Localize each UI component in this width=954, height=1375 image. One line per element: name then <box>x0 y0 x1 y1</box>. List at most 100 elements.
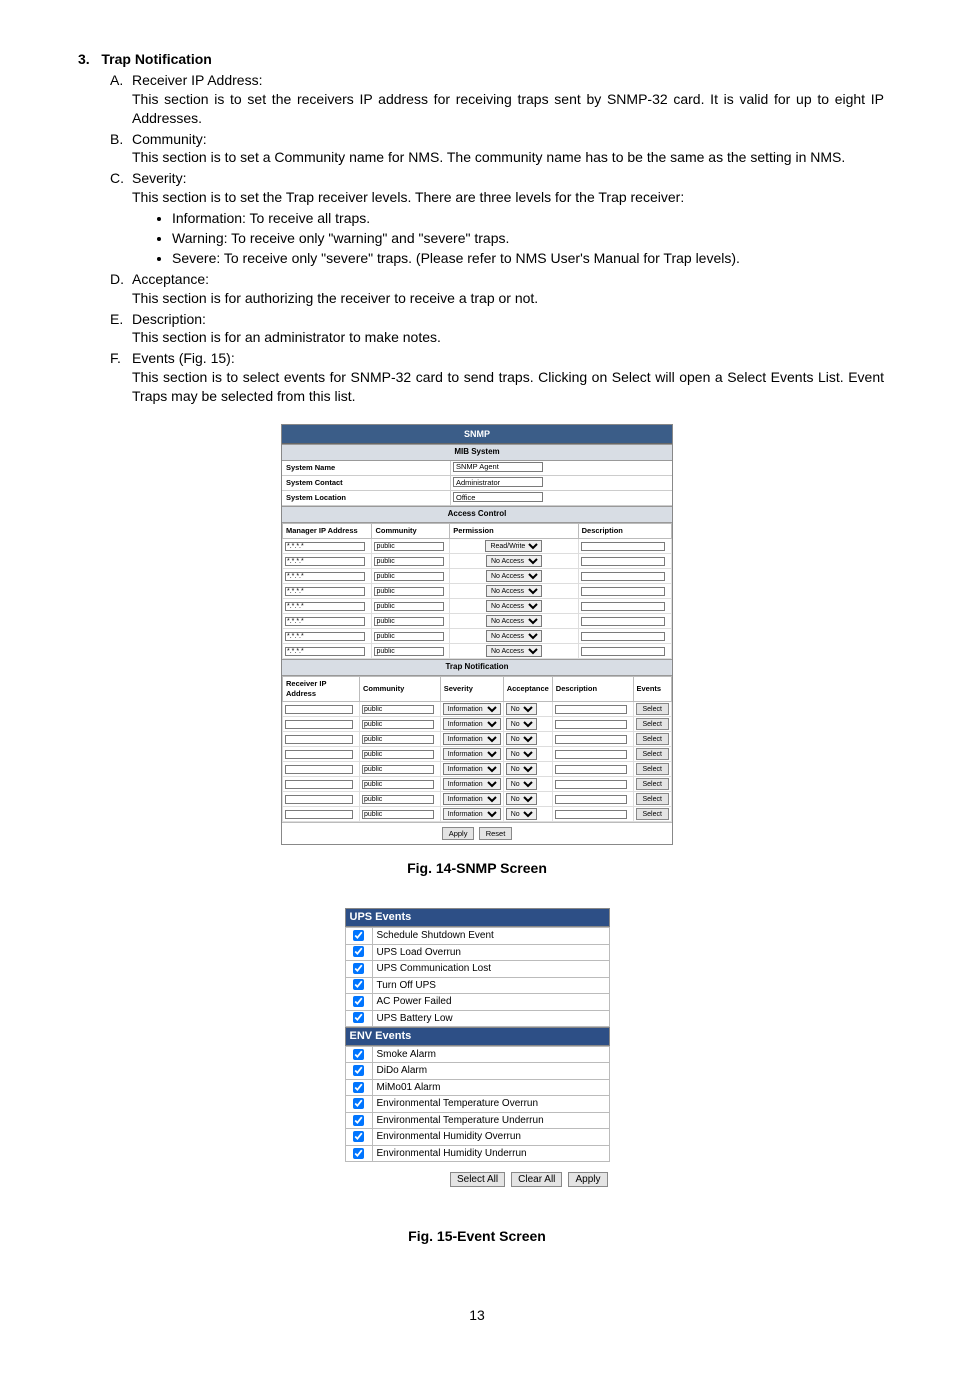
ac-description-input[interactable] <box>581 542 665 551</box>
community-input[interactable] <box>374 647 443 656</box>
ac-description-input[interactable] <box>581 632 665 641</box>
acceptance-select[interactable]: No <box>506 733 537 745</box>
severity-select[interactable]: Information <box>443 793 501 805</box>
select-events-button[interactable]: Select <box>636 748 669 760</box>
receiver-ip-input[interactable] <box>285 750 353 759</box>
community-input[interactable] <box>374 557 443 566</box>
event-checkbox[interactable] <box>353 930 364 941</box>
ac-description-input[interactable] <box>581 602 665 611</box>
event-checkbox[interactable] <box>353 1049 364 1060</box>
acceptance-select[interactable]: No <box>506 808 537 820</box>
trap-description-input[interactable] <box>555 720 627 729</box>
ac-description-input[interactable] <box>581 557 665 566</box>
trap-description-input[interactable] <box>555 780 627 789</box>
severity-select[interactable]: Information <box>443 733 501 745</box>
severity-select[interactable]: Information <box>443 748 501 760</box>
ac-description-input[interactable] <box>581 572 665 581</box>
manager-ip-input[interactable] <box>285 587 365 596</box>
reset-button[interactable]: Reset <box>479 827 513 840</box>
mib-input[interactable] <box>453 462 543 472</box>
acceptance-select[interactable]: No <box>506 763 537 775</box>
select-all-button[interactable]: Select All <box>450 1172 505 1187</box>
trap-community-input[interactable] <box>362 720 434 729</box>
manager-ip-input[interactable] <box>285 557 365 566</box>
trap-description-input[interactable] <box>555 735 627 744</box>
trap-community-input[interactable] <box>362 780 434 789</box>
severity-select[interactable]: Information <box>443 808 501 820</box>
event-checkbox[interactable] <box>353 1012 364 1023</box>
permission-select[interactable]: No Access <box>486 600 542 612</box>
manager-ip-input[interactable] <box>285 632 365 641</box>
manager-ip-input[interactable] <box>285 602 365 611</box>
manager-ip-input[interactable] <box>285 572 365 581</box>
community-input[interactable] <box>374 542 443 551</box>
acceptance-select[interactable]: No <box>506 703 537 715</box>
ac-description-input[interactable] <box>581 587 665 596</box>
acceptance-select[interactable]: No <box>506 793 537 805</box>
receiver-ip-input[interactable] <box>285 765 353 774</box>
permission-select[interactable]: No Access <box>486 615 542 627</box>
receiver-ip-input[interactable] <box>285 720 353 729</box>
community-input[interactable] <box>374 617 443 626</box>
trap-description-input[interactable] <box>555 750 627 759</box>
severity-select[interactable]: Information <box>443 778 501 790</box>
acceptance-select[interactable]: No <box>506 718 537 730</box>
apply-button[interactable]: Apply <box>442 827 475 840</box>
select-events-button[interactable]: Select <box>636 733 669 745</box>
mib-input[interactable] <box>453 477 543 487</box>
ac-description-input[interactable] <box>581 617 665 626</box>
community-input[interactable] <box>374 602 443 611</box>
select-events-button[interactable]: Select <box>636 703 669 715</box>
select-events-button[interactable]: Select <box>636 793 669 805</box>
select-events-button[interactable]: Select <box>636 808 669 820</box>
trap-description-input[interactable] <box>555 795 627 804</box>
manager-ip-input[interactable] <box>285 617 365 626</box>
event-checkbox[interactable] <box>353 1098 364 1109</box>
trap-community-input[interactable] <box>362 735 434 744</box>
event-checkbox[interactable] <box>353 946 364 957</box>
receiver-ip-input[interactable] <box>285 735 353 744</box>
select-events-button[interactable]: Select <box>636 763 669 775</box>
select-events-button[interactable]: Select <box>636 718 669 730</box>
permission-select[interactable]: No Access <box>486 630 542 642</box>
ac-description-input[interactable] <box>581 647 665 656</box>
trap-description-input[interactable] <box>555 705 627 714</box>
manager-ip-input[interactable] <box>285 647 365 656</box>
severity-select[interactable]: Information <box>443 718 501 730</box>
select-events-button[interactable]: Select <box>636 778 669 790</box>
event-checkbox[interactable] <box>353 1082 364 1093</box>
event-checkbox[interactable] <box>353 1115 364 1126</box>
severity-select[interactable]: Information <box>443 703 501 715</box>
permission-select[interactable]: No Access <box>486 555 542 567</box>
acceptance-select[interactable]: No <box>506 778 537 790</box>
community-input[interactable] <box>374 587 443 596</box>
event-checkbox[interactable] <box>353 996 364 1007</box>
mib-input[interactable] <box>453 492 543 502</box>
permission-select[interactable]: No Access <box>486 645 542 657</box>
event-checkbox[interactable] <box>353 1131 364 1142</box>
events-apply-button[interactable]: Apply <box>568 1172 607 1187</box>
receiver-ip-input[interactable] <box>285 795 353 804</box>
trap-community-input[interactable] <box>362 765 434 774</box>
manager-ip-input[interactable] <box>285 542 365 551</box>
clear-all-button[interactable]: Clear All <box>511 1172 562 1187</box>
trap-community-input[interactable] <box>362 810 434 819</box>
permission-select[interactable]: No Access <box>486 570 542 582</box>
trap-community-input[interactable] <box>362 795 434 804</box>
receiver-ip-input[interactable] <box>285 705 353 714</box>
receiver-ip-input[interactable] <box>285 780 353 789</box>
trap-description-input[interactable] <box>555 765 627 774</box>
permission-select[interactable]: No Access <box>486 585 542 597</box>
event-checkbox[interactable] <box>353 1148 364 1159</box>
trap-community-input[interactable] <box>362 705 434 714</box>
community-input[interactable] <box>374 632 443 641</box>
acceptance-select[interactable]: No <box>506 748 537 760</box>
event-checkbox[interactable] <box>353 1065 364 1076</box>
community-input[interactable] <box>374 572 443 581</box>
event-checkbox[interactable] <box>353 979 364 990</box>
trap-description-input[interactable] <box>555 810 627 819</box>
severity-select[interactable]: Information <box>443 763 501 775</box>
event-checkbox[interactable] <box>353 963 364 974</box>
trap-community-input[interactable] <box>362 750 434 759</box>
permission-select[interactable]: Read/Write <box>485 540 542 552</box>
